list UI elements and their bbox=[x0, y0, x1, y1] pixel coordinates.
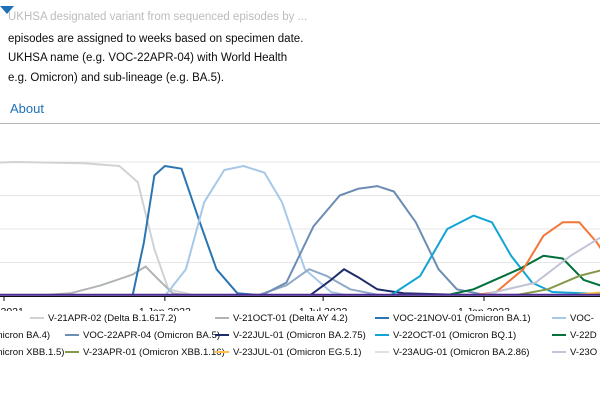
legend-item-5[interactable]: VOC-22APR-04 (Omicron BA.5) bbox=[65, 329, 220, 342]
variant-line-chart: Jul 2021 1 Jan 2022 1 Jul 2022 1 Jan 2023 bbox=[0, 161, 600, 311]
x-tick-label-0: Jul 2021 bbox=[0, 306, 24, 311]
series-line-3 bbox=[0, 165, 600, 297]
legend-item-6[interactable]: V-22JUL-01 (Omicron BA.2.75) bbox=[215, 329, 366, 342]
description-line-1: UKHSA designated variant from sequenced … bbox=[8, 11, 308, 23]
legend-item-13[interactable]: V-23O bbox=[552, 346, 597, 359]
legend-swatch-7 bbox=[375, 334, 389, 337]
legend-item-0[interactable]: V-21APR-02 (Delta B.1.617.2) bbox=[30, 312, 177, 325]
series-line-7 bbox=[0, 214, 600, 297]
about-link[interactable]: About bbox=[10, 101, 44, 116]
legend-label-7: V-22OCT-01 (Omicron BQ.1) bbox=[393, 330, 517, 341]
legend-swatch-10 bbox=[65, 351, 79, 354]
legend-label-10: V-23APR-01 (Omicron XBB.1.16) bbox=[83, 347, 225, 358]
legend-label-4: (Omicron BA.4) bbox=[0, 330, 51, 341]
legend-label-5: VOC-22APR-04 (Omicron BA.5) bbox=[83, 330, 221, 341]
legend-item-9[interactable]: (Omicron XBB.1.5) bbox=[0, 346, 65, 359]
legend-swatch-6 bbox=[215, 334, 229, 337]
description-line-4: e.g. Omicron) and sub-lineage (e.g. BA.5… bbox=[8, 72, 225, 84]
legend-item-2[interactable]: VOC-21NOV-01 (Omicron BA.1) bbox=[375, 312, 531, 325]
description-line-3: UKHSA name (e.g. VOC-22APR-04) with Worl… bbox=[8, 52, 288, 64]
collapse-chevron-icon[interactable] bbox=[0, 6, 14, 14]
legend-item-12[interactable]: V-23AUG-01 (Omicron BA.2.86) bbox=[375, 346, 530, 359]
legend-label-0: V-21APR-02 (Delta B.1.617.2) bbox=[48, 313, 177, 324]
legend-label-6: V-22JUL-01 (Omicron BA.2.75) bbox=[233, 330, 366, 341]
legend-label-13: V-23O bbox=[570, 347, 598, 358]
legend-swatch-0 bbox=[30, 317, 44, 320]
description-line-2: episodes are assigned to weeks based on … bbox=[8, 33, 304, 45]
legend-label-9: (Omicron XBB.1.5) bbox=[0, 347, 65, 358]
legend-item-1[interactable]: V-21OCT-01 (Delta AY 4.2) bbox=[215, 312, 348, 325]
legend-swatch-12 bbox=[375, 351, 389, 354]
legend-label-12: V-23AUG-01 (Omicron BA.2.86) bbox=[393, 347, 530, 358]
legend-item-8[interactable]: V-22D bbox=[552, 329, 597, 342]
legend-swatch-1 bbox=[215, 317, 229, 320]
legend-label-11: V-23JUL-01 (Omicron EG.5.1) bbox=[233, 347, 362, 358]
legend-swatch-5 bbox=[65, 334, 79, 337]
legend-swatch-2 bbox=[375, 317, 389, 320]
series-line-5 bbox=[0, 185, 600, 297]
legend-item-4[interactable]: (Omicron BA.4) bbox=[0, 329, 50, 342]
series-line-9 bbox=[0, 221, 600, 297]
chart-x-axis: Jul 2021 1 Jan 2022 1 Jul 2022 1 Jan 2023 bbox=[0, 296, 600, 311]
legend-item-3[interactable]: VOC- bbox=[552, 312, 594, 325]
legend-label-1: V-21OCT-01 (Delta AY 4.2) bbox=[233, 313, 348, 324]
legend-label-8: V-22D bbox=[570, 330, 597, 341]
x-tick-label-2: 1 Jul 2022 bbox=[299, 306, 348, 311]
legend-label-2: VOC-21NOV-01 (Omicron BA.1) bbox=[393, 313, 531, 324]
legend-item-11[interactable]: V-23JUL-01 (Omicron EG.5.1) bbox=[215, 346, 362, 359]
legend-swatch-3 bbox=[552, 317, 566, 320]
legend-item-10[interactable]: V-23APR-01 (Omicron XBB.1.16) bbox=[65, 346, 225, 359]
header-divider bbox=[0, 123, 600, 124]
legend-swatch-8 bbox=[552, 334, 566, 337]
legend-swatch-11 bbox=[215, 351, 229, 354]
x-tick-label-1: 1 Jan 2022 bbox=[139, 306, 191, 311]
legend-label-3: VOC- bbox=[570, 313, 594, 324]
chart-legend: V-21APR-02 (Delta B.1.617.2) V-21OCT-01 (… bbox=[0, 312, 600, 400]
x-tick-label-3: 1 Jan 2023 bbox=[458, 306, 510, 311]
legend-swatch-13 bbox=[552, 351, 566, 354]
legend-item-7[interactable]: V-22OCT-01 (Omicron BQ.1) bbox=[375, 329, 516, 342]
